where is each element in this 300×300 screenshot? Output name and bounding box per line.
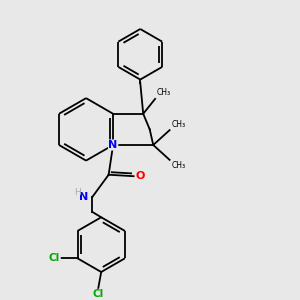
Text: N: N [109, 140, 118, 150]
Text: CH₃: CH₃ [172, 161, 186, 170]
Text: CH₃: CH₃ [172, 120, 186, 129]
Text: Cl: Cl [49, 253, 60, 263]
Text: H: H [74, 188, 81, 197]
Text: CH₃: CH₃ [157, 88, 171, 98]
Text: N: N [79, 192, 88, 202]
Text: O: O [135, 171, 145, 181]
Text: Cl: Cl [93, 289, 104, 299]
